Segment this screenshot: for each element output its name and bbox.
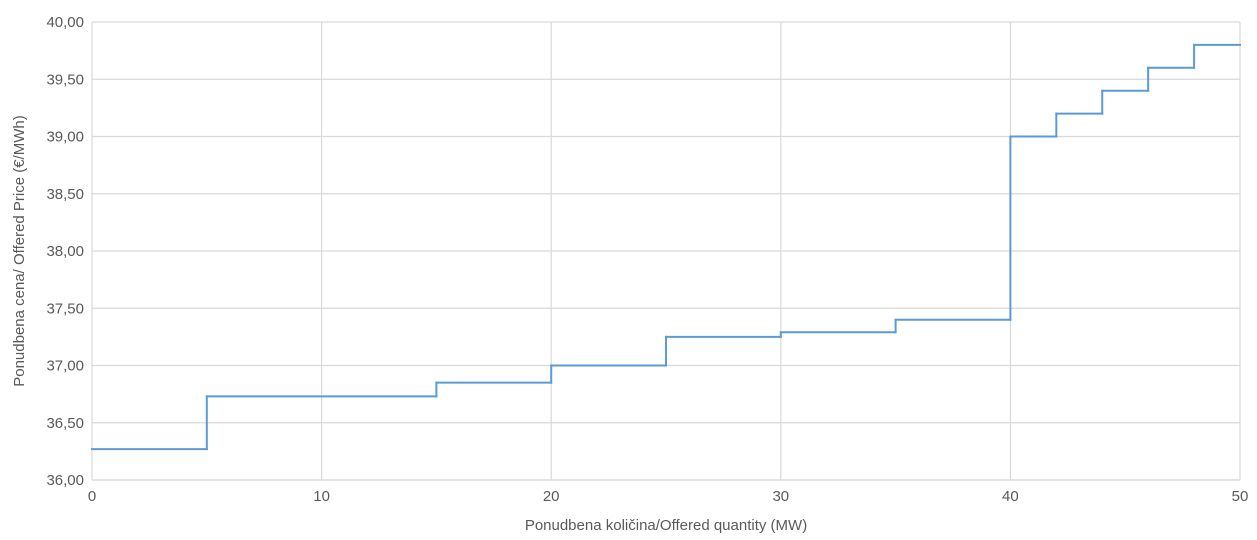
y-tick-label: 36,00 — [46, 472, 84, 489]
x-tick-label: 20 — [543, 488, 560, 505]
tick-labels: 36,00 36,50 37,00 37,50 38,00 38,50 39,00 39,50… — [46, 14, 1248, 505]
y-tick-label: 39,00 — [46, 129, 84, 146]
y-tick-label: 38,00 — [46, 243, 84, 260]
x-tick-label: 0 — [88, 488, 96, 505]
y-tick-label: 36,50 — [46, 415, 84, 432]
step-series — [92, 45, 1240, 449]
y-tick-label: 40,00 — [46, 14, 84, 31]
x-tick-label: 30 — [772, 488, 789, 505]
gridlines — [92, 22, 1240, 480]
x-axis-title: Ponudbena količina/Offered quantity (MW) — [525, 517, 807, 534]
x-tick-label: 10 — [313, 488, 330, 505]
y-tick-label: 37,00 — [46, 358, 84, 375]
y-tick-label: 37,50 — [46, 300, 84, 317]
x-tick-label: 50 — [1232, 488, 1249, 505]
y-axis-title: Ponudbena cena/ Offered Price (€/MWh) — [11, 115, 28, 387]
series-layer — [92, 45, 1240, 449]
y-tick-label: 38,50 — [46, 186, 84, 203]
x-tick-label: 40 — [1002, 488, 1019, 505]
y-tick-label: 39,50 — [46, 71, 84, 88]
